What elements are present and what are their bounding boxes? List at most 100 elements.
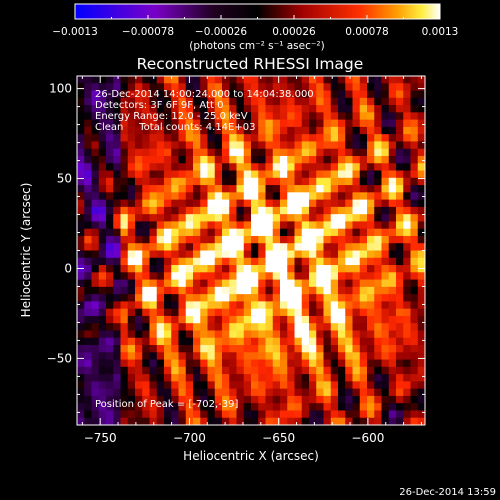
heatmap-cell [84,366,93,375]
heatmap-cell [120,112,129,121]
heatmap-cell [323,199,332,208]
heatmap-cell [316,126,325,135]
heatmap-cell [374,388,383,397]
heatmap-cell [352,374,361,382]
heatmap-cell [120,97,129,106]
heatmap-cell [222,272,230,281]
heatmap-cell [156,359,165,368]
heatmap-cell [193,301,201,310]
heatmap-cell [294,345,303,353]
heatmap-cell [164,403,172,412]
heatmap-cell [403,192,412,201]
heatmap-cell [243,330,252,339]
heatmap-cell [229,105,238,113]
heatmap-cell [374,199,383,208]
heatmap-cell [214,315,223,324]
heatmap-cell [135,134,143,143]
heatmap-cell [280,112,288,121]
heatmap-cell [84,417,93,425]
heatmap-cell [359,323,368,332]
heatmap-cell [280,301,288,310]
heatmap-cell [207,395,216,404]
heatmap-cell [330,308,339,317]
heatmap-cell [149,192,158,201]
heatmap-cell [91,76,100,84]
heatmap-cell [135,330,143,339]
heatmap-cell [352,76,361,84]
heatmap-cell [251,301,259,310]
heatmap-cell [106,359,114,368]
heatmap-cell [171,199,180,208]
heatmap-cell [396,112,404,121]
heatmap-cell [171,308,180,317]
heatmap-cell [243,345,252,353]
heatmap-cell [280,294,288,302]
heatmap-cell [301,323,310,332]
heatmap-cell [251,235,259,244]
heatmap-cell [156,134,165,143]
heatmap-cell [352,141,361,150]
heatmap-cell [178,265,187,273]
heatmap-cell [309,410,317,419]
heatmap-cell [251,272,259,281]
heatmap-cell [323,185,332,193]
heatmap-cell [127,148,136,157]
heatmap-cell [207,345,216,353]
heatmap-cell [352,403,361,412]
heatmap-cell [120,417,129,425]
heatmap-cell [106,374,114,382]
heatmap-cell [272,410,281,419]
heatmap-cell [396,214,404,223]
heatmap-cell [323,221,332,230]
heatmap-cell [178,294,187,302]
heatmap-cell [164,345,172,353]
heatmap-cell [171,206,180,215]
heatmap-cell [207,206,216,215]
heatmap-cell [135,243,143,252]
heatmap-cell [294,272,303,281]
heatmap-cell [229,250,238,259]
heatmap-cell [294,323,303,332]
heatmap-cell [258,330,267,339]
heatmap-cell [77,192,85,201]
heatmap-cell [77,235,85,244]
heatmap-cell [229,134,238,143]
heatmap-cell [374,185,383,193]
heatmap-cell [98,90,107,99]
heatmap-cell [243,337,252,346]
heatmap-cell [309,105,317,113]
heatmap-cell [156,105,165,113]
heatmap-cell [222,403,230,412]
heatmap-cell [120,345,129,353]
heatmap-cell [214,235,223,244]
heatmap-cell [272,395,281,404]
heatmap-cell [120,265,129,273]
heatmap-cell [193,403,201,412]
heatmap-cell [352,366,361,375]
annotation-energy-range: Energy Range: 12.0 - 25.0 keV [95,111,248,122]
heatmap-cell [229,301,238,310]
heatmap-cell [265,221,274,230]
heatmap-cell [374,265,383,273]
heatmap-cell [142,192,151,201]
heatmap-cell [388,76,397,84]
heatmap-cell [316,410,325,419]
heatmap-cell [135,279,143,288]
heatmap-cell [403,315,412,324]
heatmap-cell [272,417,281,425]
heatmap-cell [222,417,230,425]
heatmap-cell [316,279,325,288]
heatmap-cell [171,410,180,419]
heatmap-cell [113,105,122,113]
heatmap-cell [142,359,151,368]
heatmap-cell [200,155,209,164]
heatmap-cell [149,163,158,172]
heatmap-cell [127,381,136,390]
heatmap-cell [142,308,151,317]
heatmap-cell [388,243,397,252]
heatmap-cell [381,185,390,193]
heatmap-cell [272,228,281,237]
heatmap-cell [120,388,129,397]
heatmap-cell [330,141,339,150]
heatmap-cell [91,374,100,382]
